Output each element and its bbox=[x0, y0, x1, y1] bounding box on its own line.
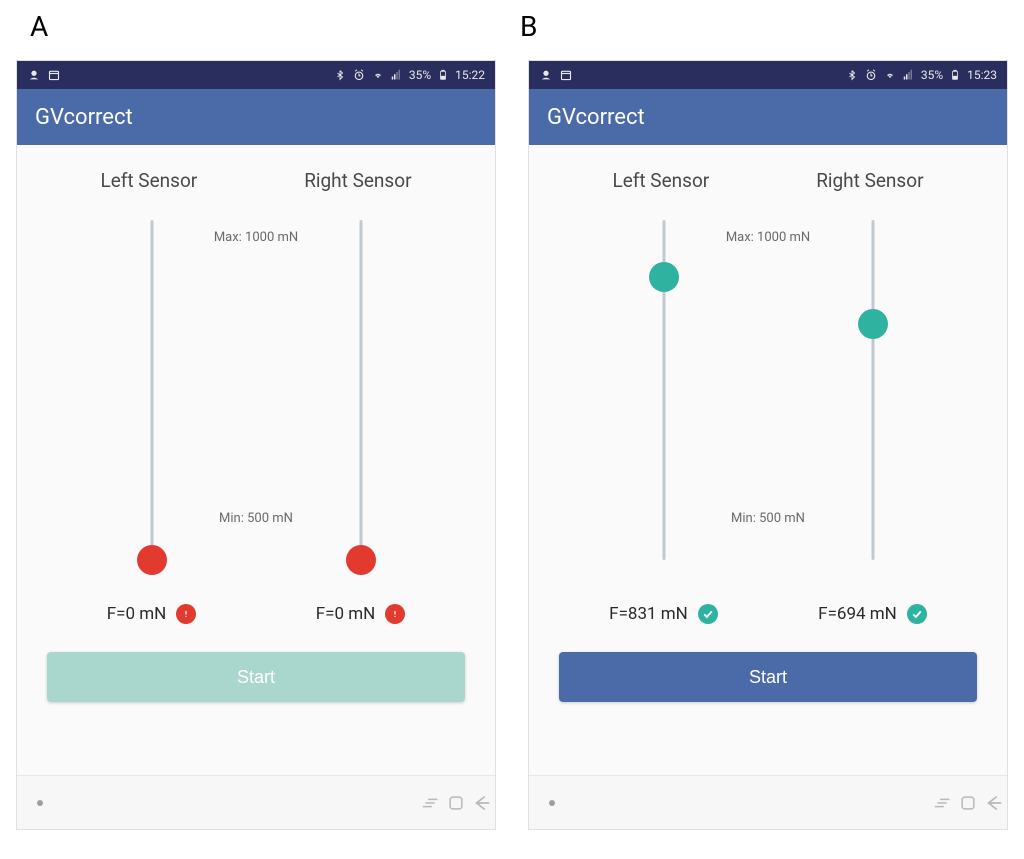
right-gauge-thumb[interactable] bbox=[858, 309, 888, 339]
right-readout: F=0 mN bbox=[316, 604, 406, 624]
left-gauge-thumb[interactable] bbox=[137, 545, 167, 575]
right-readout-value: F=694 mN bbox=[818, 604, 897, 624]
check-icon bbox=[698, 604, 718, 624]
readouts: F=831 mN F=694 mN bbox=[559, 604, 977, 624]
home-button[interactable] bbox=[443, 790, 469, 816]
notification-icon bbox=[27, 68, 41, 82]
app-bar: GVcorrect bbox=[17, 89, 495, 145]
gauge-area: Max: 1000 mN Min: 500 mN bbox=[47, 220, 465, 560]
clock-text: 15:23 bbox=[967, 68, 997, 82]
left-readout-value: F=831 mN bbox=[609, 604, 688, 624]
back-button[interactable] bbox=[469, 790, 495, 816]
start-button[interactable]: Start bbox=[47, 652, 465, 702]
nav-dot bbox=[37, 800, 43, 806]
status-left bbox=[27, 68, 61, 82]
min-label: Min: 500 mN bbox=[219, 511, 293, 526]
calendar-icon bbox=[559, 68, 573, 82]
wifi-icon bbox=[883, 68, 897, 82]
wifi-icon bbox=[371, 68, 385, 82]
right-readout: F=694 mN bbox=[818, 604, 927, 624]
left-gauge-thumb[interactable] bbox=[649, 262, 679, 292]
signal-icon bbox=[902, 68, 916, 82]
status-right: 35% 15:23 bbox=[845, 68, 997, 82]
bluetooth-icon bbox=[333, 68, 347, 82]
recents-button[interactable] bbox=[417, 790, 443, 816]
check-icon bbox=[907, 604, 927, 624]
phone-b: 35% 15:23 GVcorrect Left Sensor Right Se… bbox=[528, 60, 1008, 830]
left-gauge[interactable] bbox=[644, 220, 684, 560]
calendar-icon bbox=[47, 68, 61, 82]
android-nav-bar bbox=[17, 775, 495, 829]
gauge-center-labels: Max: 1000 mN Min: 500 mN bbox=[698, 220, 838, 560]
max-label: Max: 1000 mN bbox=[214, 230, 298, 245]
app-body: Left Sensor Right Sensor Max: 1000 mN Mi… bbox=[529, 145, 1007, 775]
gauge-area: Max: 1000 mN Min: 500 mN bbox=[559, 220, 977, 560]
sensor-headers: Left Sensor Right Sensor bbox=[559, 169, 977, 192]
left-readout: F=0 mN bbox=[107, 604, 197, 624]
signal-icon bbox=[390, 68, 404, 82]
error-icon bbox=[176, 604, 196, 624]
android-nav-bar bbox=[529, 775, 1007, 829]
start-button[interactable]: Start bbox=[559, 652, 977, 702]
nav-dot bbox=[549, 800, 555, 806]
battery-text: 35% bbox=[409, 68, 431, 82]
alarm-icon bbox=[352, 68, 366, 82]
panel-b: 35% 15:23 GVcorrect Left Sensor Right Se… bbox=[512, 0, 1024, 859]
min-label: Min: 500 mN bbox=[731, 511, 805, 526]
left-sensor-label: Left Sensor bbox=[100, 169, 197, 192]
right-gauge[interactable] bbox=[853, 220, 893, 560]
app-body: Left Sensor Right Sensor Max: 1000 mN Mi… bbox=[17, 145, 495, 775]
left-readout-value: F=0 mN bbox=[107, 604, 167, 624]
left-gauge[interactable] bbox=[132, 220, 172, 560]
status-right: 35% 15:22 bbox=[333, 68, 485, 82]
gauge-track bbox=[359, 220, 362, 560]
readouts: F=0 mN F=0 mN bbox=[47, 604, 465, 624]
right-gauge-thumb[interactable] bbox=[346, 545, 376, 575]
left-sensor-label: Left Sensor bbox=[612, 169, 709, 192]
panel-label-b: B bbox=[520, 10, 537, 43]
android-status-bar: 35% 15:22 bbox=[17, 61, 495, 89]
back-button[interactable] bbox=[981, 790, 1007, 816]
bluetooth-icon bbox=[845, 68, 859, 82]
phone-a: 35% 15:22 GVcorrect Left Sensor Right Se… bbox=[16, 60, 496, 830]
clock-text: 15:22 bbox=[455, 68, 485, 82]
error-icon bbox=[385, 604, 405, 624]
panel-label-a: A bbox=[30, 10, 48, 43]
right-sensor-label: Right Sensor bbox=[304, 169, 411, 192]
app-title: GVcorrect bbox=[547, 105, 645, 130]
home-button[interactable] bbox=[955, 790, 981, 816]
notification-icon bbox=[539, 68, 553, 82]
sensor-headers: Left Sensor Right Sensor bbox=[47, 169, 465, 192]
gauge-track bbox=[150, 220, 153, 560]
app-title: GVcorrect bbox=[35, 105, 133, 130]
android-status-bar: 35% 15:23 bbox=[529, 61, 1007, 89]
max-label: Max: 1000 mN bbox=[726, 230, 810, 245]
right-gauge[interactable] bbox=[341, 220, 381, 560]
battery-icon bbox=[948, 68, 962, 82]
alarm-icon bbox=[864, 68, 878, 82]
right-readout-value: F=0 mN bbox=[316, 604, 376, 624]
battery-icon bbox=[436, 68, 450, 82]
gauge-center-labels: Max: 1000 mN Min: 500 mN bbox=[186, 220, 326, 560]
app-bar: GVcorrect bbox=[529, 89, 1007, 145]
left-readout: F=831 mN bbox=[609, 604, 718, 624]
figure-wrapper: A B bbox=[0, 0, 1024, 859]
right-sensor-label: Right Sensor bbox=[816, 169, 923, 192]
status-left bbox=[539, 68, 573, 82]
panel-a: 35% 15:22 GVcorrect Left Sensor Right Se… bbox=[0, 0, 512, 859]
gauge-track bbox=[871, 220, 874, 560]
recents-button[interactable] bbox=[929, 790, 955, 816]
battery-text: 35% bbox=[921, 68, 943, 82]
